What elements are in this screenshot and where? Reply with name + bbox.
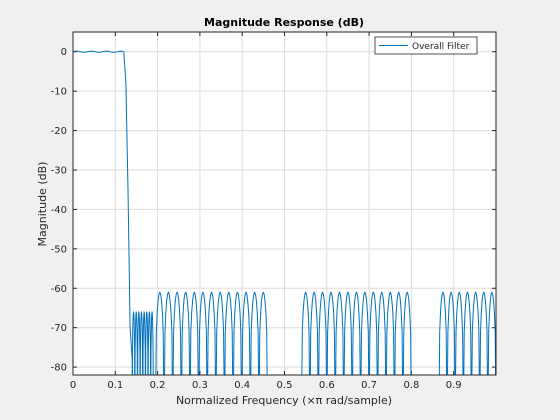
x-tick-label: 0.5 [277,380,293,391]
x-tick-label: 0.3 [192,380,208,391]
y-tick-label: -10 [51,87,67,98]
y-tick-label: -70 [51,323,67,334]
chart-title: Magnitude Response (dB) [204,16,364,29]
x-tick-label: 0.8 [403,380,419,391]
legend-entry-overall-filter: Overall Filter [412,42,470,52]
y-tick-label: -30 [51,165,67,176]
overall-filter-series-line [73,50,496,375]
axes-box [72,31,497,376]
y-tick-label: -50 [51,244,67,255]
legend-box [374,36,478,55]
y-tick-label: -40 [51,205,67,216]
x-tick-label: 0.9 [446,380,462,391]
y-tick-label: -60 [51,284,67,295]
x-tick-label: 0.4 [234,380,250,391]
x-tick-label: 0.7 [361,380,377,391]
x-tick-label: 0.6 [319,380,335,391]
x-tick-label: 0 [70,380,76,391]
x-tick-label: 0.1 [107,380,123,391]
y-axis-label: Magnitude (dB) [36,162,49,247]
y-tick-label: 0 [61,47,67,58]
legend: Overall Filter [374,36,478,55]
y-tick-label: -20 [51,126,67,137]
y-tick-label: -80 [51,363,67,374]
x-tick-label: 0.2 [150,380,166,391]
x-axis-label: Normalized Frequency (×π rad/sample) [176,394,392,407]
tick-labels: 0 0.1 0.2 0.3 0.4 0.5 0.6 0.7 0.8 0.9 0 -10 -20 -30 -4… [51,47,462,391]
